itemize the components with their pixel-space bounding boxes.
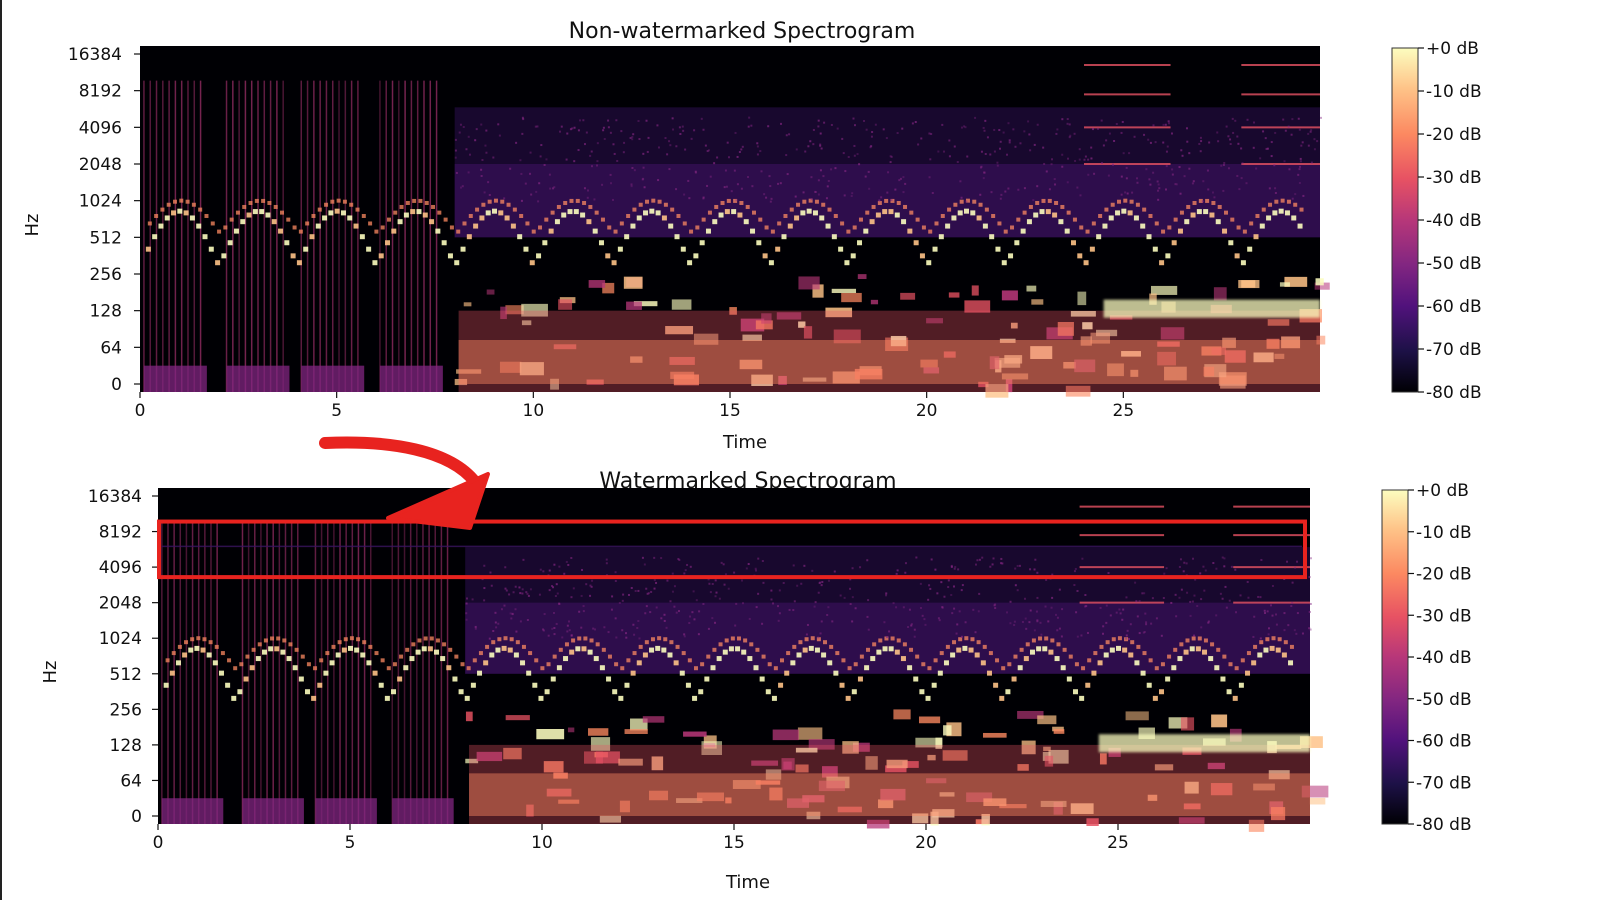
y-tick-label: 2048 xyxy=(99,594,142,614)
colorbar-tick-label: -30 dB xyxy=(1426,168,1482,188)
x-tick-label: 15 xyxy=(723,833,745,853)
spectrogram-watermarked: Watermarked Spectrogram 0641282565121024… xyxy=(40,469,1472,893)
colorbar-gradient xyxy=(1381,489,1409,825)
colorbar-tick-label: -30 dB xyxy=(1416,606,1472,626)
y-tick-label: 128 xyxy=(110,736,142,756)
page-border xyxy=(0,0,2,900)
y-tick-label: 64 xyxy=(120,771,142,791)
colorbar-tick-label: -80 dB xyxy=(1416,815,1472,835)
chart-title: Non-watermarked Spectrogram xyxy=(569,19,916,44)
colorbar-tick-label: -50 dB xyxy=(1416,690,1472,710)
x-tick-label: 5 xyxy=(345,833,356,853)
annotation-arrow xyxy=(319,436,490,530)
x-axis: 0 5 10 15 20 25 xyxy=(135,392,1135,421)
x-axis: 0 5 10 15 20 25 xyxy=(153,824,1129,853)
y-axis-label: Hz xyxy=(22,214,43,237)
x-tick-label: 20 xyxy=(915,833,937,853)
y-tick-label: 16384 xyxy=(68,45,122,65)
y-axis: 0 64 128 256 512 1024 2048 4096 8192 16384 xyxy=(88,487,158,827)
spectrogram-non-watermarked: Non-watermarked Spectrogram 0 64 128 256 512… xyxy=(22,19,1482,453)
colorbar-tick-label: -70 dB xyxy=(1426,340,1482,360)
x-tick-label: 25 xyxy=(1113,401,1135,421)
y-tick-label: 8192 xyxy=(99,523,142,543)
y-tick-label: 512 xyxy=(110,665,142,685)
y-tick-label: 0 xyxy=(111,375,122,395)
colorbar: +0 dB -10 dB -20 dB -30 dB -40 dB -50 dB -60 d… xyxy=(1381,481,1472,835)
y-tick-label: 1024 xyxy=(79,192,122,212)
y-tick-label: 0 xyxy=(131,807,142,827)
x-tick-label: 0 xyxy=(153,833,164,853)
colorbar-tick-label: +0 dB xyxy=(1426,39,1479,59)
y-tick-label: 128 xyxy=(90,302,122,322)
colorbar-tick-label: -40 dB xyxy=(1416,648,1472,668)
colorbar-tick-label: -10 dB xyxy=(1426,82,1482,102)
x-axis-label: Time xyxy=(725,872,770,893)
watermark-highlight-box xyxy=(157,519,1307,580)
colorbar: +0 dB -10 dB -20 dB -30 dB -40 dB -50 dB -60 d… xyxy=(1391,39,1482,403)
y-tick-label: 256 xyxy=(90,265,122,285)
x-tick-label: 10 xyxy=(523,401,545,421)
x-axis-label: Time xyxy=(722,432,767,453)
spectrogram-texture xyxy=(161,505,1329,832)
y-axis-label: Hz xyxy=(40,661,61,684)
y-tick-label: 512 xyxy=(90,228,122,248)
x-tick-label: 10 xyxy=(531,833,553,853)
y-tick-label: 2048 xyxy=(79,155,122,175)
colorbar-tick-label: -60 dB xyxy=(1416,732,1472,752)
spectrogram-area xyxy=(158,488,1329,832)
y-tick-label: 4096 xyxy=(79,118,122,138)
spectrogram-texture xyxy=(143,64,1330,398)
colorbar-tick-label: -10 dB xyxy=(1416,523,1472,543)
y-tick-label: 1024 xyxy=(99,629,142,649)
x-tick-label: 20 xyxy=(916,401,938,421)
x-tick-label: 0 xyxy=(135,401,146,421)
x-tick-label: 5 xyxy=(331,401,342,421)
y-tick-label: 4096 xyxy=(99,558,142,578)
colorbar-tick-label: -20 dB xyxy=(1416,565,1472,585)
x-tick-label: 25 xyxy=(1107,833,1129,853)
y-tick-label: 8192 xyxy=(79,82,122,102)
colorbar-tick-label: -60 dB xyxy=(1426,297,1482,317)
colorbar-tick-label: -70 dB xyxy=(1416,773,1472,793)
spectrogram-area xyxy=(140,46,1330,398)
colorbar-tick-label: +0 dB xyxy=(1416,481,1469,501)
colorbar-gradient xyxy=(1391,47,1419,393)
y-axis: 0 64 128 256 512 1024 2048 4096 8192 16384 xyxy=(68,45,140,395)
colorbar-tick-label: -20 dB xyxy=(1426,125,1482,145)
colorbar-tick-label: -40 dB xyxy=(1426,211,1482,231)
colorbar-tick-label: -80 dB xyxy=(1426,383,1482,403)
y-tick-label: 64 xyxy=(100,338,122,358)
y-tick-label: 16384 xyxy=(88,487,142,507)
x-tick-label: 15 xyxy=(719,401,741,421)
colorbar-tick-label: -50 dB xyxy=(1426,254,1482,274)
y-tick-label: 256 xyxy=(110,700,142,720)
highlight-rect xyxy=(157,519,1307,580)
